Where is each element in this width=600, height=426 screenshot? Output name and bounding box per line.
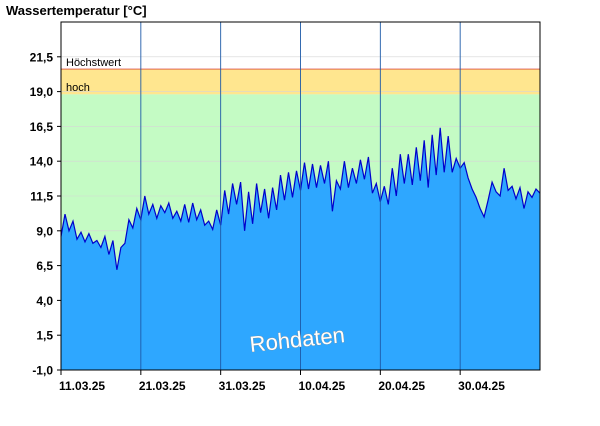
x-tick-label: 31.03.25 bbox=[219, 379, 266, 393]
y-tick-label: 11,5 bbox=[30, 190, 53, 204]
x-tick-label: 10.04.25 bbox=[299, 379, 346, 393]
x-tick-label: 21.03.25 bbox=[139, 379, 186, 393]
y-tick-label: 9,0 bbox=[36, 224, 53, 238]
band-label: hoch bbox=[66, 82, 90, 94]
y-tick-label: -1,0 bbox=[32, 364, 53, 378]
y-tick-label: 21,5 bbox=[30, 50, 54, 64]
band-label: Höchstwert bbox=[66, 57, 121, 69]
y-tick-label: 1,5 bbox=[36, 329, 53, 343]
y-tick-label: 14,0 bbox=[30, 155, 54, 169]
x-tick-label: 11.03.25 bbox=[59, 379, 105, 393]
y-tick-label: 16,5 bbox=[30, 120, 54, 134]
y-tick-label: 19,0 bbox=[30, 85, 54, 99]
chart-title: Wassertemperatur [°C] bbox=[6, 3, 147, 18]
x-tick-label: 30.04.25 bbox=[458, 379, 505, 393]
y-tick-label: 6,5 bbox=[36, 259, 53, 273]
x-tick-label: 20.04.25 bbox=[378, 379, 425, 393]
y-tick-label: 4,0 bbox=[36, 294, 53, 308]
